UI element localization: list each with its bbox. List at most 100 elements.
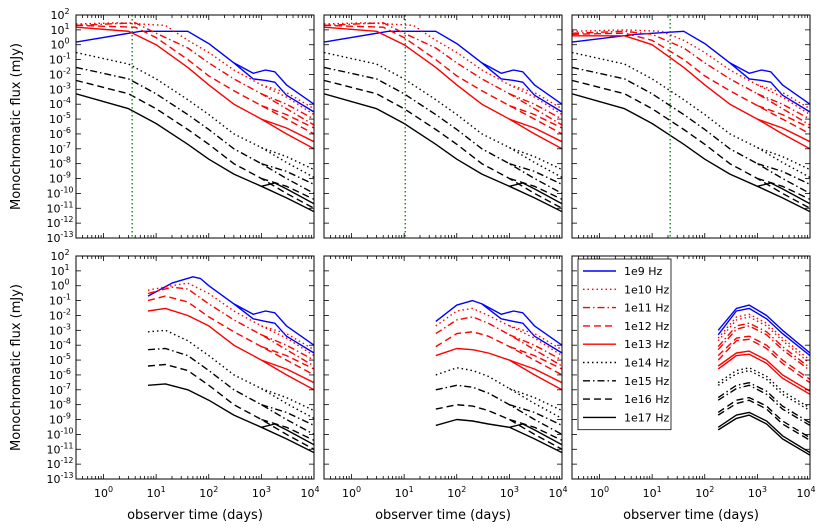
y-tick-label: 10-6 [49,367,71,382]
x-tick-label-exponent: 3 [514,485,519,494]
y-tick-label-base: 10 [49,339,63,352]
series-line-1e9-hz [324,30,562,113]
legend-entry-label: 1e16 Hz [624,393,670,406]
series-line-alt-1e14-hz [717,369,810,412]
y-tick-label: 10-10 [46,185,73,200]
y-tick-label-exponent: 1 [64,22,69,31]
series-line-1e15-hz [717,382,810,424]
y-tick-label: 10-13 [46,471,73,486]
series-line-alt-1e14-hz [261,146,314,171]
series-line-1e11-hz [572,30,810,126]
series-line-alt-1e13-hz [509,359,562,384]
x-tick-label: 103 [500,485,519,500]
x-tick-label-base: 10 [643,487,657,500]
series-line-1e14-hz [435,367,562,420]
x-tick-label-exponent: 3 [266,485,271,494]
series-line-alt-1e12-hz [261,104,314,129]
x-tick-label-exponent: 0 [356,485,361,494]
y-tick-label-base: 10 [49,354,63,367]
y-tick-label-base: 10 [49,384,63,397]
series-line-alt-1e13-hz [261,118,314,143]
x-tick-label-base: 10 [395,487,409,500]
y-tick-label-exponent: -5 [63,352,71,361]
series-line-1e17-hz [717,411,810,454]
series-line-1e13-hz [324,26,562,150]
y-tick-label-base: 10 [49,83,63,96]
x-tick-label: 102 [695,485,714,500]
y-tick-label: 10-7 [49,382,71,397]
x-tick-label: 100 [94,485,113,500]
series-line-1e17-hz [147,383,314,454]
x-axis-label: observer time (days) [127,508,263,523]
x-tick-label-base: 10 [695,487,709,500]
x-tick-label-base: 10 [342,487,356,500]
y-tick-label-exponent: -6 [63,126,71,135]
y-tick-label: 10-8 [49,397,71,412]
series-line-1e12-hz [324,24,562,135]
series-line-alt-1e17-hz [717,414,810,456]
y-tick-label: 102 [50,248,69,263]
x-tick-label: 102 [447,485,466,500]
series-line-alt-1e9-hz [233,62,314,105]
series-line-alt-1e17-hz [757,182,810,205]
y-tick-label: 101 [50,22,69,37]
y-tick-label-base: 10 [46,458,60,471]
axes-frame [75,255,315,480]
series-line-alt-1e11-hz [757,93,810,120]
y-tick-label-base: 10 [49,399,63,412]
series-line-1e11-hz [76,22,314,126]
y-tick-label: 10-4 [49,96,71,111]
y-tick-label-base: 10 [50,39,64,52]
x-axis-label: observer time (days) [623,508,759,523]
y-tick-label: 10-3 [49,81,71,96]
y-tick-label-exponent: -7 [63,141,71,150]
series-line-1e9-hz [435,299,562,354]
y-tick-label: 100 [50,37,69,52]
series-line-alt-1e11-hz [509,334,562,361]
x-tick-label-base: 10 [447,487,461,500]
series-line-alt-1e12-hz [717,338,810,384]
series-line-alt-1e10-hz [717,316,810,364]
x-tick-label-exponent: 3 [762,485,767,494]
series-line-1e14-hz [572,51,810,179]
y-tick-label: 10-7 [49,141,71,156]
y-tick-label: 10-8 [49,156,71,171]
y-tick-label: 10-13 [46,230,73,245]
x-tick-label-exponent: 2 [461,485,466,494]
series-line-alt-1e16-hz [717,399,810,441]
series-line-alt-1e11-hz [261,93,314,120]
series-line-1e16-hz [435,404,562,450]
y-tick-label: 10-1 [49,293,71,308]
series-line-1e15-hz [572,66,810,195]
x-tick-label-exponent: 4 [562,485,567,494]
legend-entry-label: 1e17 Hz [624,411,670,424]
x-axis-label: observer time (days) [375,508,511,523]
series-line-alt-1e17-hz [261,423,314,446]
series-line-1e9-hz [76,30,314,113]
y-tick-label-exponent: -2 [63,66,71,75]
x-tick-label-exponent: 0 [604,485,609,494]
series-line-alt-1e17-hz [261,182,314,205]
plot-area [435,299,562,454]
y-tick-label: 10-10 [46,426,73,441]
y-tick-label-exponent: -1 [63,52,71,61]
y-tick-label-base: 10 [50,9,64,22]
y-tick-label: 10-6 [49,126,71,141]
series-line-1e15-hz [324,66,562,195]
y-tick-label: 10-9 [49,171,71,186]
series-line-1e16-hz [147,363,314,450]
series-line-alt-1e9-hz [717,307,810,357]
y-tick-label-exponent: -11 [60,200,73,209]
series-line-1e12-hz [717,335,810,380]
y-tick-label-exponent: -7 [63,382,71,391]
series-line-1e13-hz [572,35,810,150]
series-line-1e16-hz [572,79,810,209]
y-tick-label-base: 10 [46,473,60,486]
x-tick-label: 103 [748,485,767,500]
series-line-1e17-hz [435,418,562,454]
y-axis-label: Monochromatic flux (mJy) [9,284,24,451]
series-line-alt-1e15-hz [261,163,314,186]
y-tick-label: 10-12 [46,456,73,471]
x-tick-label-base: 10 [590,487,604,500]
